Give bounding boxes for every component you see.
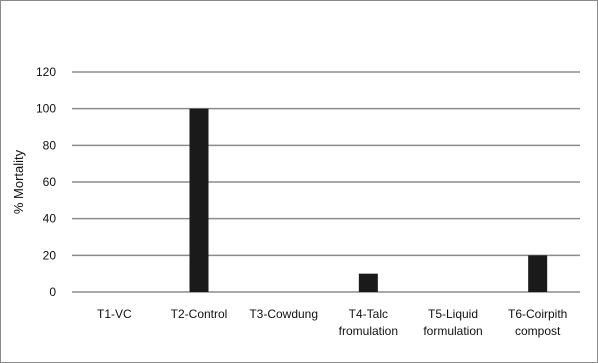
- y-tick-label: 40: [43, 212, 57, 226]
- y-tick-label: 20: [43, 248, 57, 262]
- y-tick-label: 60: [43, 175, 57, 189]
- bars: [189, 108, 548, 293]
- x-tick-label: T6-Coirpith compost: [508, 307, 567, 338]
- x-tick-label: T1-VC: [97, 307, 132, 321]
- y-tick-label: 80: [43, 138, 57, 152]
- y-tick-labels: 0 20 40 60 80 100 120: [36, 65, 56, 299]
- bar: [189, 108, 209, 293]
- y-tick-label: 120: [36, 65, 56, 79]
- bar: [528, 255, 548, 292]
- x-tick-label: T3-Cowdung: [249, 307, 318, 321]
- bar: [358, 273, 378, 292]
- y-tick-label: 100: [36, 102, 56, 116]
- x-tick-label: T5-Liquid formulation: [423, 307, 482, 338]
- x-tick-label: T4-Talc fromulation: [339, 307, 398, 338]
- x-tick-label: T2-Control: [171, 307, 228, 321]
- gridlines: [72, 71, 580, 293]
- x-tick-labels: T1-VC T2-Control T3-Cowdung T4-Talc fromulat…: [97, 307, 567, 338]
- y-axis-label: % Mortality: [11, 149, 26, 214]
- y-tick-label: 0: [49, 285, 56, 299]
